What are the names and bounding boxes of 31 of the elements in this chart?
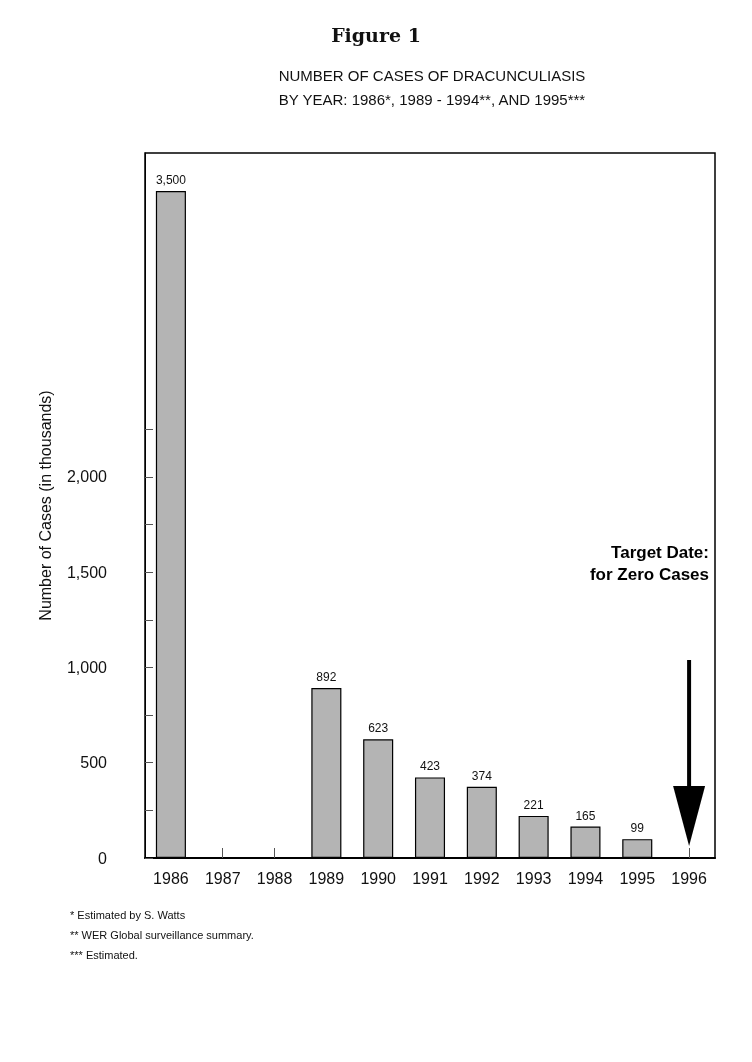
- data-label: 423: [419, 759, 441, 774]
- x-tick-label: 1995: [619, 869, 656, 887]
- x-tick-label: 1993: [515, 869, 552, 887]
- data-label: 221: [523, 797, 544, 812]
- data-label: 374: [471, 768, 493, 783]
- y-tick-label: 500: [80, 754, 108, 772]
- x-tick-label: 1992: [464, 869, 500, 887]
- chart-title: Figure 1: [331, 23, 421, 46]
- y-tick-label: 1,000: [66, 658, 108, 676]
- x-tick-label: 1994: [567, 869, 604, 887]
- y-tick-label: 0: [98, 849, 108, 867]
- data-label: 99: [630, 821, 645, 836]
- text: ** WER Global surveillance summary.: [70, 928, 254, 943]
- y-tick-label: 2,000: [66, 468, 108, 486]
- text: * Estimated by S. Watts: [70, 908, 187, 923]
- x-tick-label: 1990: [360, 869, 397, 887]
- y-axis-title: Number of Cases (in thousands): [36, 390, 54, 621]
- text: *** Estimated.: [70, 948, 139, 963]
- x-tick-label: 1988: [256, 869, 293, 887]
- data-label: 165: [575, 808, 596, 823]
- x-tick-label: 1991: [412, 869, 448, 887]
- chart-subtitle: NUMBER OF CASES OF DRACUNCULIASIS BY YEAR: 1986*, 1989 - 1994**, AND 1995***: [278, 66, 586, 108]
- annotation: Target Date: for Zero Cases: [589, 543, 709, 584]
- x-tick-label: 1996: [671, 869, 707, 887]
- x-tick-label: 1987: [204, 869, 241, 887]
- data-label: 623: [368, 721, 389, 736]
- x-tick-label: 1986: [153, 869, 189, 887]
- data-label: 3,500: [155, 173, 187, 188]
- x-tick-label: 1989: [308, 869, 345, 887]
- y-tick-label: 1,500: [66, 563, 108, 581]
- data-label: 892: [316, 670, 337, 685]
